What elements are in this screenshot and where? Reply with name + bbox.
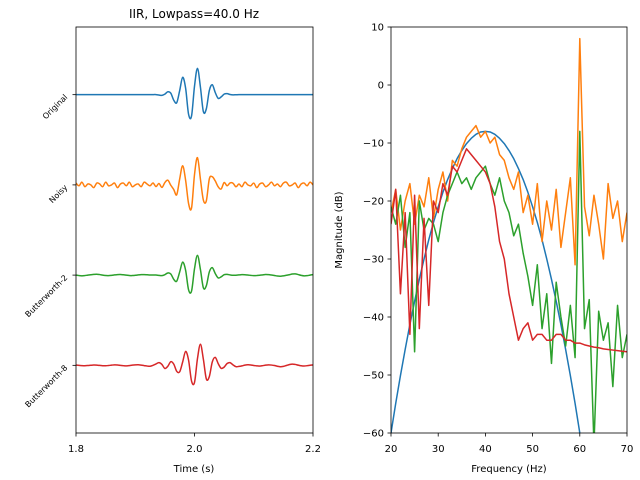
x-tick-label: 50 bbox=[526, 444, 539, 455]
y-tick-label: 10 bbox=[371, 23, 384, 34]
series-line-original bbox=[76, 67, 313, 120]
x-tick-label: 70 bbox=[621, 444, 634, 455]
ticks: 20 30 40 50 60 70 10 0 −10 −20 −30 −40 −50 −60 bbox=[363, 23, 633, 456]
spectrum-line-original bbox=[391, 130, 581, 433]
y-tick-label: 0 bbox=[378, 81, 384, 92]
y-tick-label: Original bbox=[41, 93, 70, 122]
y-tick-label: −50 bbox=[363, 371, 384, 382]
chart-title: IIR, Lowpass=40.0 Hz bbox=[129, 7, 259, 21]
traces bbox=[391, 37, 627, 433]
x-tick-label: 30 bbox=[432, 444, 445, 455]
x-tick-label: 40 bbox=[479, 444, 492, 455]
series-line-noisy bbox=[76, 156, 313, 211]
x-axis-label: Frequency (Hz) bbox=[471, 464, 547, 475]
y-tick-label: Butterworth-8 bbox=[23, 363, 69, 409]
x-tick-label: 1.8 bbox=[68, 444, 84, 455]
spectrum-line-butterworth-8 bbox=[391, 148, 627, 353]
y-tick-label: −40 bbox=[363, 313, 384, 324]
axes-frame bbox=[390, 26, 628, 434]
ticks: Original Noisy Butterworth-2 Butterworth-8 1… bbox=[23, 93, 320, 455]
x-tick-label: 20 bbox=[385, 444, 398, 455]
frequency-domain-axes: Frequency (Hz) Magnitude (dB) 20 30 40 50 60… bbox=[334, 23, 633, 476]
traces bbox=[76, 67, 313, 386]
y-tick-label: −20 bbox=[363, 197, 384, 208]
y-tick-label: Noisy bbox=[47, 183, 69, 205]
spectrum-line-noisy bbox=[391, 37, 627, 266]
series-line-butterworth-2 bbox=[76, 254, 313, 294]
y-tick-label: −10 bbox=[363, 139, 384, 150]
axes-frame bbox=[75, 26, 314, 434]
series-line-butterworth-8 bbox=[76, 343, 313, 386]
y-tick-label: −60 bbox=[363, 429, 384, 440]
y-axis-label: Magnitude (dB) bbox=[334, 191, 345, 268]
time-domain-axes: IIR, Lowpass=40.0 Hz Time (s) Original No… bbox=[23, 7, 320, 475]
y-tick-label: −30 bbox=[363, 255, 384, 266]
x-tick-label: 60 bbox=[573, 444, 586, 455]
y-tick-label: Butterworth-2 bbox=[23, 273, 69, 319]
x-tick-label: 2.0 bbox=[187, 444, 203, 455]
x-axis-label: Time (s) bbox=[173, 464, 215, 475]
x-tick-label: 2.2 bbox=[305, 444, 321, 455]
